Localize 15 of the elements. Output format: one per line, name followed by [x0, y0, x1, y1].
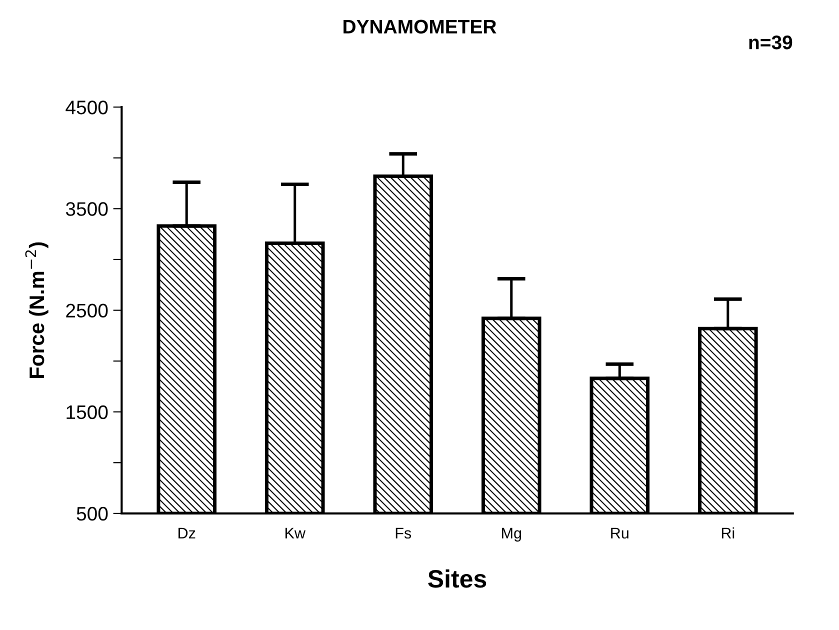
y-tick-label: 1500	[66, 405, 108, 420]
text: n=39	[749, 36, 792, 50]
y-tick-label: 2500	[66, 304, 108, 318]
x-tick-label: Kw	[286, 528, 306, 538]
x-tick-label: Dz	[178, 528, 196, 538]
y-tick-label: 500	[76, 506, 108, 521]
x-axis-title: Sites	[428, 569, 486, 588]
y-tick-label: 4500	[66, 100, 108, 114]
y-axis-title: Force (N.m$^{−2}$)	[25, 242, 48, 378]
x-tick-label: Mg	[502, 528, 522, 542]
x-tick-label: Fs	[396, 528, 412, 539]
chart-title: DYNAMOMETER	[344, 20, 496, 34]
x-tick-label: Ru	[611, 528, 628, 539]
x-tick-label: Ri	[722, 527, 734, 538]
y-tick-label: 3500	[66, 202, 108, 216]
